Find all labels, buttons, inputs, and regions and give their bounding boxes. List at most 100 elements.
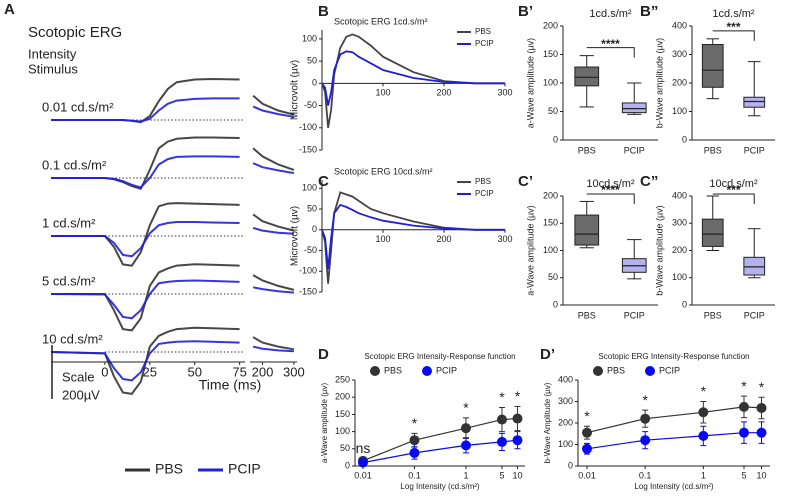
trace [252,213,295,232]
x-tick-label: PCIP [624,310,645,320]
y-tick-label: 100 [302,183,317,193]
x-tick-label: 100 [375,88,390,98]
y-tick-label: 0 [568,460,573,470]
panel-subtitle: Intensity [28,46,77,61]
box [574,66,600,87]
y-tick-label: 200 [672,245,687,255]
panel-letter: D [318,346,329,363]
chart-title: Scotopic ERG 10cd.s/m² [334,166,433,176]
legend-label: PCIP [228,461,261,477]
y-tick-label: 150 [543,218,558,228]
data-point [640,435,651,446]
data-point [512,435,523,446]
y-tick-label: 100 [558,439,573,449]
y-tick-label: 100 [672,106,687,116]
panel-letter: A [4,1,15,18]
y-tick-label: 100 [302,33,317,43]
trace [51,221,240,258]
x-tick-label: PCIP [744,145,765,155]
y-tick-label: 0 [553,134,558,144]
panel-subtitle: Stimulus [28,61,78,76]
y-tick-label: 0 [345,460,350,470]
series-line [586,406,762,434]
x-tick-label: 1 [463,470,468,480]
x-axis-label: Time (ms) [199,377,261,393]
panel-letter: C” [640,173,658,190]
data-point [496,414,507,425]
x-tick-label: 0.01 [578,470,596,480]
trace [51,202,240,267]
chart-title: 10cd.s/m² [586,178,635,190]
trace [252,162,295,175]
data-point [640,413,651,424]
series-line [362,417,518,462]
trace [252,345,294,353]
x-tick-label: 10 [512,470,522,480]
trace [51,97,240,123]
x-tick-label: 1 [701,470,706,480]
data-point [409,435,420,446]
data-point [496,436,507,447]
significance-bracket [712,193,755,204]
trace [51,155,240,189]
x-tick-label: 50 [187,364,201,379]
data-point [512,413,523,424]
y-tick-label: 100 [672,272,687,282]
y-axis-label: b-Wave amplitude (µv) [654,38,664,128]
y-tick-label: 150 [543,49,558,59]
data-point [756,427,767,438]
y-tick-label: 100 [543,77,558,87]
trace [252,105,295,118]
significance-label: * [584,408,590,424]
panel-letter: B” [640,3,658,20]
significance-bracket [586,193,635,204]
data-point [460,440,471,451]
legend-label: PBS [607,365,625,375]
scale-label: Scale [62,369,95,384]
x-tick-label: PBS [578,145,596,155]
y-tick-label: 250 [335,374,350,384]
y-tick-label: -100 [299,266,317,276]
legend-label: PCIP [659,365,680,375]
significance-label: * [463,400,469,416]
x-tick-label: 100 [375,234,390,244]
data-point [357,457,368,468]
y-tick-label: 200 [335,392,350,402]
significance-label: * [701,383,707,399]
box [743,256,766,276]
box [701,44,724,88]
box [743,96,766,108]
y-axis-label: Microvolt (µv) [290,60,301,120]
significance-label: * [642,392,648,408]
data-point [698,430,709,441]
legend-label: PBS [155,461,183,477]
y-tick-label: 300 [672,218,687,228]
box [621,102,647,114]
row-label: 10 cd.s/m² [42,331,103,346]
x-tick-label: 5 [741,470,746,480]
y-tick-label: 50 [548,272,558,282]
trace [252,286,294,294]
y-tick-label: 0 [312,224,317,234]
row-label: 0.01 cd.s/m² [42,99,114,114]
x-tick-label: PCIP [744,310,765,320]
y-tick-label: 200 [558,417,573,427]
chart-title: 1cd.s/m² [589,8,632,20]
data-point [698,407,709,418]
chart-title: Scotopic ERG 1cd.s/m² [334,16,428,26]
legend-swatch [370,366,380,376]
panel-letter: C [318,173,329,190]
series-line [321,203,505,270]
legend-label: PCIP [475,189,494,198]
row-label: 1 cd.s/m² [42,215,96,230]
trace [252,94,295,116]
scale-value-label: 200µV [62,387,100,402]
x-tick-label: 300 [497,88,512,98]
y-axis-label: a-Wave amplitude (µv) [320,383,329,464]
y-tick-label: -100 [299,122,317,132]
chart-title: Scotopic ERG Intensity-Response function [598,352,749,361]
panel-letter: D’ [540,346,555,363]
significance-label: **** [601,37,620,51]
y-tick-label: 200 [543,190,558,200]
